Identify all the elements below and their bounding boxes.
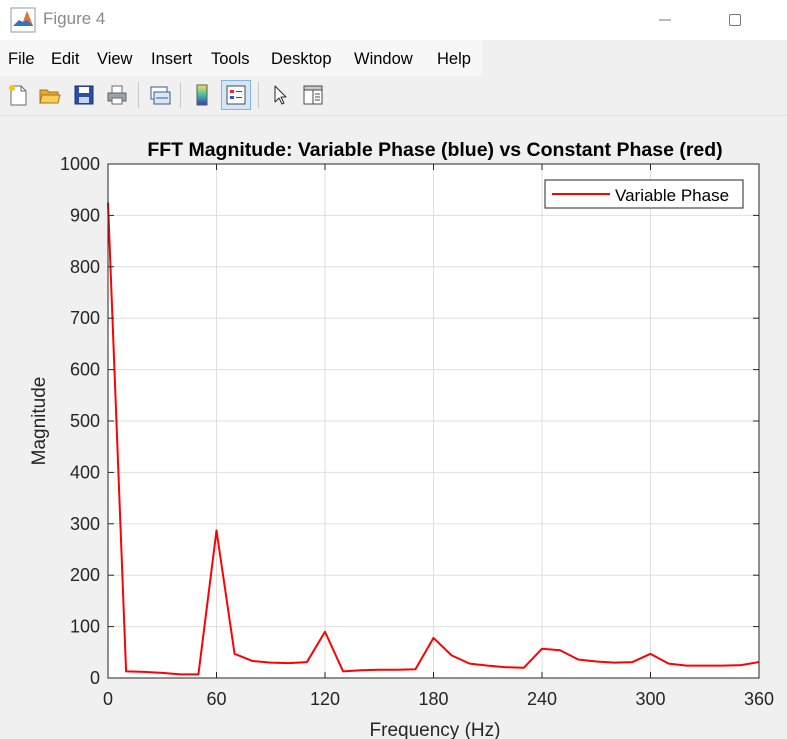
- window-title: Figure 4: [43, 9, 106, 28]
- menu-insert[interactable]: Insert: [151, 50, 193, 68]
- maximize-icon: [729, 14, 741, 26]
- y-tick-label: 100: [70, 617, 100, 637]
- matlab-icon: [10, 7, 36, 33]
- pointer-button[interactable]: [265, 80, 295, 110]
- link-plot-button[interactable]: [145, 80, 175, 110]
- y-tick-label: 300: [70, 514, 100, 534]
- open-button[interactable]: [35, 80, 65, 110]
- new-figure-button[interactable]: [3, 80, 33, 110]
- axis-ticks: [107, 163, 760, 679]
- y-tick-label: 400: [70, 462, 100, 482]
- y-tick-label: 1000: [60, 154, 100, 174]
- menu-file[interactable]: File: [8, 50, 35, 68]
- toolbar: [0, 76, 787, 116]
- series-layer: [107, 202, 760, 676]
- x-tick-label: 300: [635, 689, 665, 709]
- fft-chart: 0 60 120 180 240 300 360 0 100 200 300 400 500 600 700…: [29, 139, 774, 739]
- series-line-variable-phase[interactable]: [107, 202, 760, 676]
- print-button[interactable]: [102, 80, 132, 110]
- colorbar-button[interactable]: [187, 80, 217, 110]
- y-tick-label: 700: [70, 308, 100, 328]
- legend[interactable]: Variable Phase: [544, 179, 744, 209]
- toolbar-separator: [180, 82, 181, 108]
- toolbar-separator: [258, 82, 259, 108]
- save-icon: [74, 85, 94, 105]
- tick-labels: 0 60 120 180 240 300 360 0 100 200 300 400 500 600 700…: [60, 154, 774, 709]
- x-tick-label: 0: [103, 689, 113, 709]
- toolbar-separator: [138, 82, 139, 108]
- x-axis-label: Frequency (Hz): [370, 720, 501, 739]
- menu-tools[interactable]: Tools: [211, 50, 250, 68]
- maximize-button[interactable]: [712, 4, 758, 36]
- menu-bar-background: [0, 40, 482, 76]
- menu-edit[interactable]: Edit: [51, 50, 80, 68]
- pointer-icon: [274, 85, 287, 105]
- menu-desktop[interactable]: Desktop: [271, 50, 332, 68]
- new-figure-icon: [9, 85, 27, 106]
- legend-button[interactable]: [221, 80, 251, 110]
- x-tick-label: 240: [527, 689, 557, 709]
- y-tick-label: 800: [70, 257, 100, 277]
- menu-help[interactable]: Help: [437, 50, 471, 68]
- property-editor-icon: [303, 85, 323, 105]
- y-tick-label: 500: [70, 411, 100, 431]
- y-tick-label: 600: [70, 360, 100, 380]
- menu-bar: File Edit View Insert Tools Desktop Wind…: [0, 40, 787, 76]
- x-tick-label: 180: [418, 689, 448, 709]
- y-axis-label: Magnitude: [29, 377, 50, 466]
- colorbar-icon: [196, 84, 208, 106]
- title-bar: Figure 4: [0, 0, 787, 40]
- legend-entry-label: Variable Phase: [615, 186, 729, 205]
- minimize-button[interactable]: [642, 4, 688, 36]
- chart-title: FFT Magnitude: Variable Phase (blue) vs …: [147, 139, 722, 161]
- y-tick-label: 200: [70, 565, 100, 585]
- save-button[interactable]: [69, 80, 99, 110]
- x-tick-label: 360: [744, 689, 774, 709]
- x-tick-label: 60: [206, 689, 226, 709]
- menu-view[interactable]: View: [97, 50, 133, 68]
- x-tick-label: 120: [310, 689, 340, 709]
- open-folder-icon: [39, 89, 61, 104]
- legend-icon: [226, 85, 246, 105]
- menu-window[interactable]: Window: [354, 50, 413, 68]
- link-plot-icon: [150, 86, 171, 105]
- print-icon: [107, 85, 127, 105]
- y-tick-label: 0: [90, 668, 100, 688]
- property-editor-button[interactable]: [298, 80, 328, 110]
- y-tick-label: 900: [70, 205, 100, 225]
- minimize-icon: [659, 19, 671, 21]
